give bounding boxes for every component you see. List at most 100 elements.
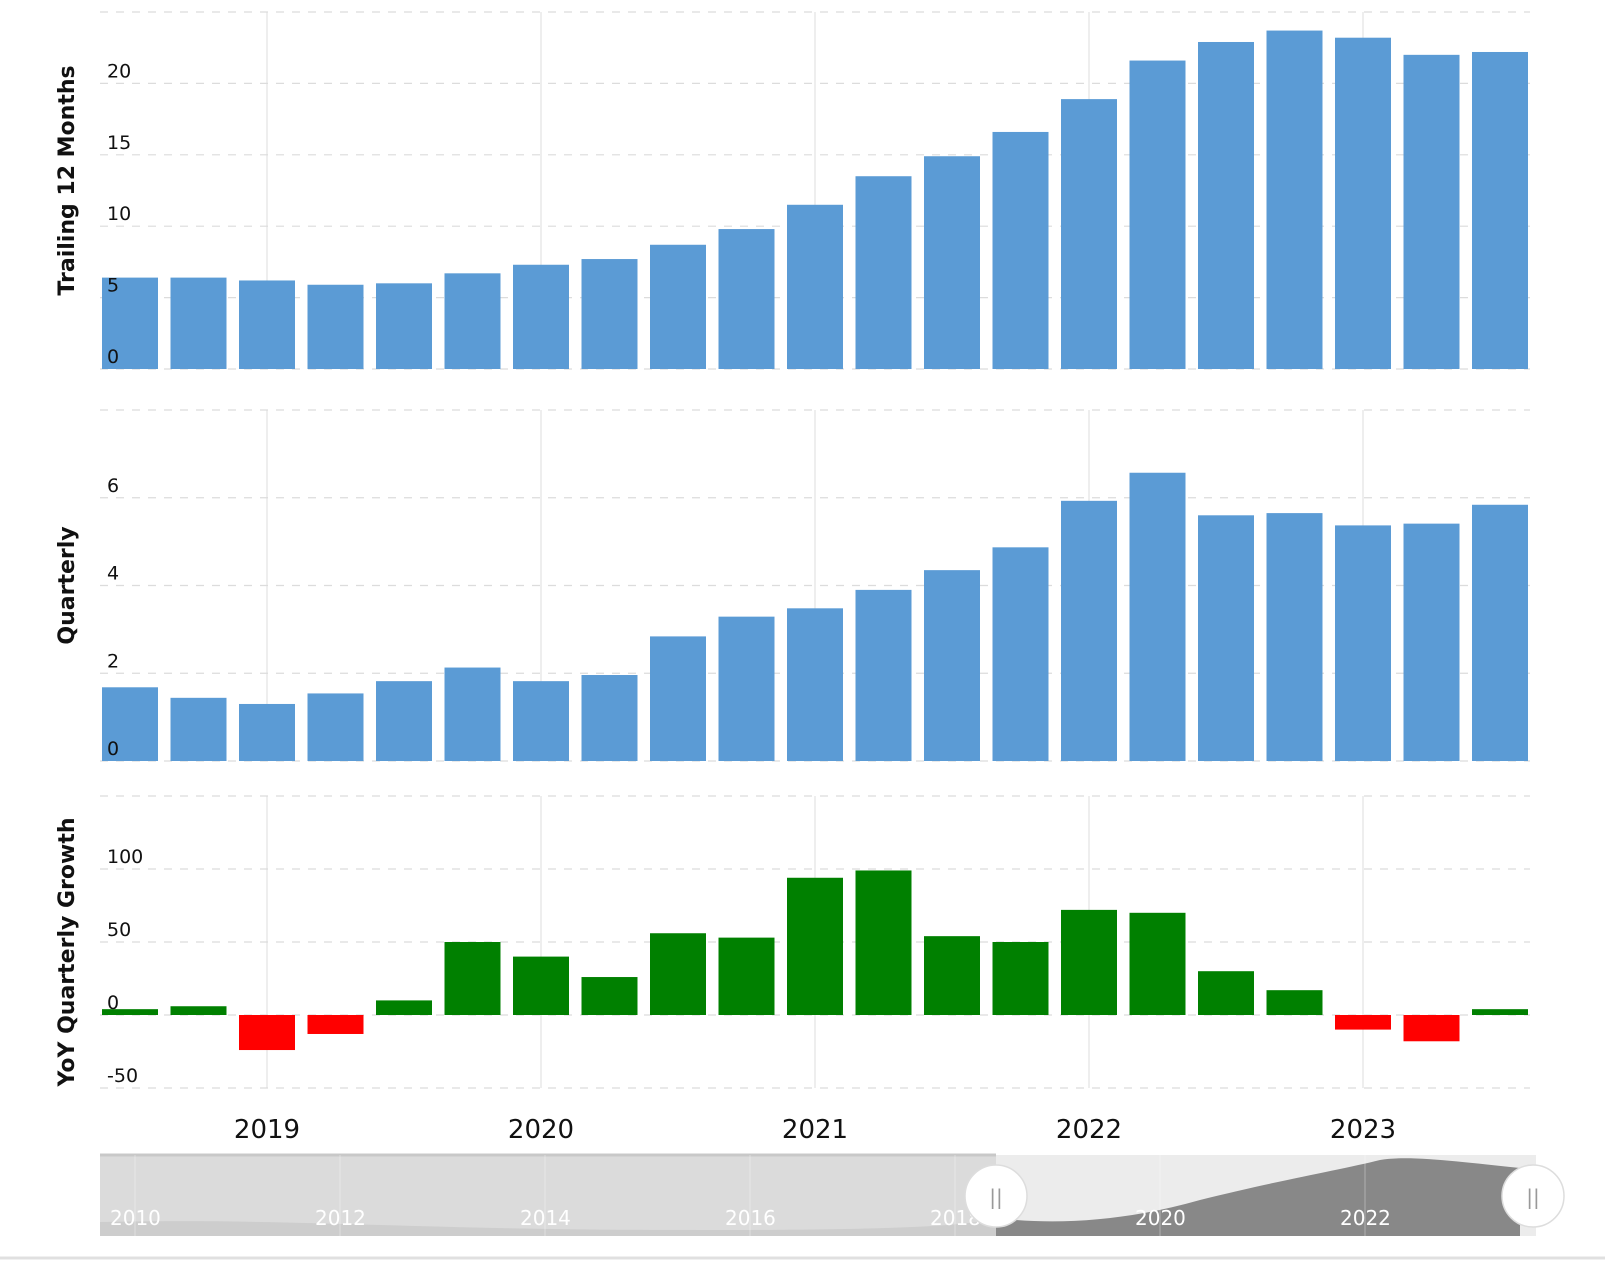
bar[interactable] [1403,523,1460,761]
bar[interactable] [513,681,569,761]
y-tick-label: 4 [107,563,119,585]
navigator-tick-label: 2014 [520,1206,571,1230]
bar[interactable] [444,942,501,1015]
y-tick-label: -50 [107,1065,138,1087]
bar[interactable] [376,1000,432,1015]
bar[interactable] [239,280,295,369]
bar[interactable] [376,681,432,761]
y-axis-label: Quarterly [55,526,80,644]
bar[interactable] [1061,99,1117,369]
bar[interactable] [855,589,912,761]
x-axis: 2019 2020 2021 2022 2023 [234,1115,1396,1145]
bar[interactable] [924,570,980,761]
x-tick-label: 2021 [782,1115,848,1145]
y-tick-label: 0 [107,992,119,1014]
bar[interactable] [787,608,843,761]
panel-1: 0 5 10 15 20 Trailing 12 Months [55,11,1530,370]
bar[interactable] [1198,971,1254,1015]
bar[interactable] [718,229,775,369]
bar[interactable] [581,675,638,761]
handle-grip-icon: || [1526,1185,1539,1209]
bar[interactable] [650,933,706,1015]
handle-grip-icon: || [989,1185,1002,1209]
bar[interactable] [1335,37,1391,369]
bar[interactable] [718,937,775,1015]
bar[interactable] [170,1006,227,1015]
bar[interactable] [1061,909,1117,1015]
navigator-right-handle[interactable]: || [1501,1164,1565,1228]
bar[interactable] [650,636,706,761]
bar[interactable] [1472,1009,1528,1015]
navigator-selected-area [996,1158,1520,1236]
bar[interactable] [992,547,1049,761]
navigator-left-handle[interactable]: || [964,1164,1028,1228]
handle-circle[interactable] [1501,1164,1565,1228]
bar[interactable] [1472,51,1528,369]
y-tick-label: 6 [107,475,119,497]
bar[interactable] [787,877,843,1015]
navigator-tick-label: 2020 [1135,1206,1186,1230]
bar[interactable] [1266,30,1323,370]
bar[interactable] [992,131,1049,369]
bar[interactable] [992,942,1049,1015]
navigator-tick-label: 2022 [1340,1206,1391,1230]
bar[interactable] [513,956,569,1015]
bar[interactable] [787,204,843,369]
bar[interactable] [924,156,980,369]
bar[interactable] [102,277,158,369]
bar[interactable] [1403,1015,1460,1042]
bar[interactable] [581,259,638,369]
bar[interactable] [307,1015,364,1034]
navigator-tick-label: 2016 [725,1206,776,1230]
x-tick-label: 2023 [1330,1115,1396,1145]
x-tick-label: 2022 [1056,1115,1122,1145]
bar[interactable] [1129,472,1186,761]
bar[interactable] [1335,525,1391,761]
bar[interactable] [581,977,638,1015]
y-tick-label: 2 [107,650,119,672]
bar[interactable] [170,697,227,761]
bar[interactable] [239,1015,295,1051]
bar[interactable] [1061,500,1117,761]
bar[interactable] [1129,912,1186,1015]
bar[interactable] [855,176,912,369]
bar[interactable] [239,703,295,761]
range-navigator[interactable]: 2010 2012 2014 2016 2018 2020 2022|| || [100,1153,1565,1236]
bar[interactable] [376,283,432,369]
y-tick-label: 100 [107,846,143,868]
bar[interactable] [307,693,364,761]
x-tick-label: 2020 [508,1115,574,1145]
bar[interactable] [102,1009,158,1015]
bar[interactable] [718,616,775,761]
panel-3: -50 0 50 100 YoY Quarterly Growth [55,795,1530,1089]
bar[interactable] [513,264,569,369]
panel-2: 0 2 4 6 Quarterly [55,409,1530,762]
bar[interactable] [444,273,501,369]
y-tick-label: 10 [107,203,131,225]
bar[interactable] [855,870,912,1015]
bar[interactable] [444,667,501,761]
bar[interactable] [1403,54,1460,370]
bar[interactable] [1266,513,1323,761]
bar[interactable] [650,244,706,369]
bar[interactable] [1198,515,1254,761]
y-tick-label: 0 [107,346,119,368]
navigator-tick-label: 2012 [315,1206,366,1230]
bar[interactable] [1266,990,1323,1015]
y-axis-label: Trailing 12 Months [55,65,80,295]
bar[interactable] [102,687,158,761]
y-tick-label: 20 [107,60,131,82]
bar[interactable] [1129,60,1186,369]
bar[interactable] [1472,504,1528,761]
navigator-mask [100,1155,996,1236]
bar[interactable] [1335,1015,1391,1030]
y-tick-label: 0 [107,738,119,760]
y-tick-label: 50 [107,919,131,941]
navigator-tick-label: 2010 [110,1206,161,1230]
bar[interactable] [924,936,980,1015]
handle-circle[interactable] [964,1164,1028,1228]
bar[interactable] [170,277,227,369]
bar[interactable] [307,284,364,369]
bar[interactable] [1198,41,1254,369]
